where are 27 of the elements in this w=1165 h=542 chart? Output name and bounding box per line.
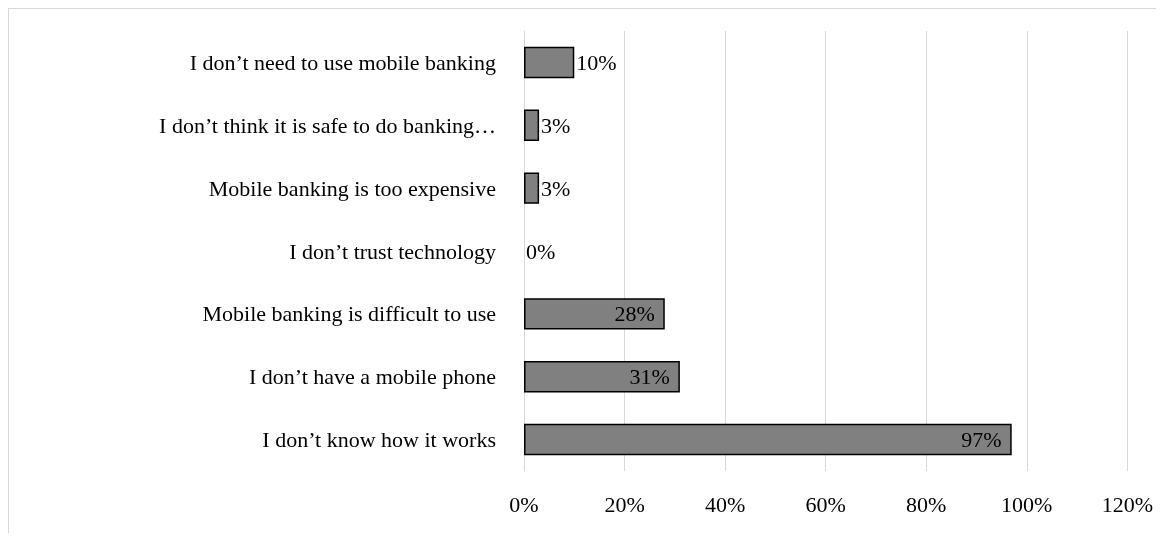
x-tick-label: 40% [704, 491, 746, 517]
y-tick-label: I don’t need to use mobile banking [189, 49, 496, 75]
data-label: 3% [541, 175, 571, 201]
x-tick-label: 120% [1101, 491, 1153, 517]
x-tick-label: 100% [1001, 491, 1053, 517]
y-tick-label: I don’t think it is safe to do banking… [159, 112, 496, 138]
data-label: 0% [526, 238, 556, 264]
data-label: 97% [961, 427, 1002, 453]
data-label: 3% [541, 112, 571, 138]
bar [524, 46, 575, 79]
x-tick-label: 20% [604, 491, 645, 517]
data-label: 28% [614, 301, 655, 327]
y-tick-label: I don’t trust technology [289, 238, 496, 264]
y-tick-label: Mobile banking is too expensive [208, 175, 496, 201]
bar [524, 423, 1012, 456]
bar [524, 172, 540, 204]
bar [524, 109, 540, 141]
bar [524, 298, 665, 330]
x-tick-label: 60% [805, 491, 846, 517]
y-tick-label: Mobile banking is difficult to use [202, 301, 496, 327]
x-tick-label: 0% [509, 491, 539, 517]
x-tick-label: 80% [906, 491, 947, 517]
bar [524, 361, 680, 393]
y-tick-label: I don’t have a mobile phone [248, 364, 496, 390]
y-tick-label: I don’t know how it works [262, 427, 496, 453]
data-label: 31% [629, 364, 670, 390]
data-label: 10% [576, 49, 617, 75]
